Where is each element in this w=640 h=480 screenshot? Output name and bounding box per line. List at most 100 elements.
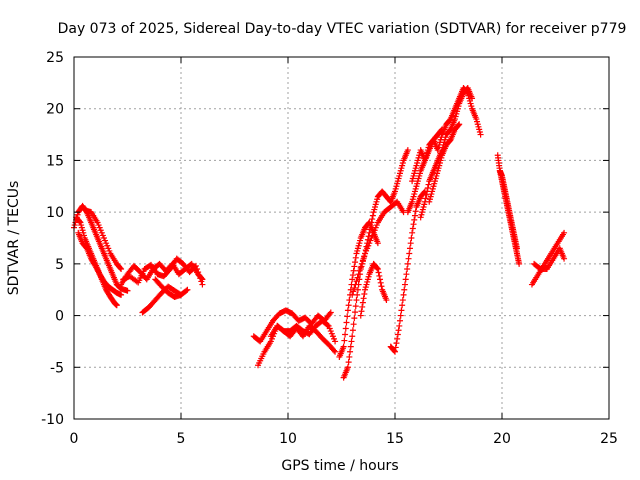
data-point xyxy=(183,287,190,294)
data-point xyxy=(184,286,191,293)
data-point xyxy=(359,303,366,310)
data-point xyxy=(343,319,350,326)
series-arc-15 xyxy=(357,260,390,319)
y-tick-label: -5 xyxy=(50,360,64,376)
data-point xyxy=(369,216,376,223)
data-point xyxy=(516,260,523,267)
data-point xyxy=(396,322,403,329)
data-point xyxy=(377,276,384,283)
data-point xyxy=(352,281,359,288)
data-point xyxy=(347,348,354,355)
data-point xyxy=(349,327,356,334)
data-point xyxy=(352,254,359,261)
data-point xyxy=(391,347,398,354)
data-point xyxy=(324,322,331,329)
data-point xyxy=(352,259,359,266)
y-axis-label: SDTVAR / TECUs xyxy=(6,181,22,296)
chart-title: Day 073 of 2025, Sidereal Day-to-day VTE… xyxy=(58,21,627,37)
data-point xyxy=(124,287,131,294)
data-point xyxy=(402,276,409,283)
data-point xyxy=(411,216,418,223)
data-point xyxy=(383,297,390,304)
y-tick-label: 20 xyxy=(46,102,64,118)
data-point xyxy=(394,331,401,338)
data-point xyxy=(350,267,357,274)
data-point xyxy=(332,348,339,355)
data-point xyxy=(345,302,352,309)
data-point xyxy=(350,288,357,295)
data-point xyxy=(361,291,368,298)
data-point xyxy=(354,286,361,293)
data-point xyxy=(198,278,205,285)
series-arc-4 xyxy=(81,207,125,273)
data-point xyxy=(332,338,339,345)
series-arc-8 xyxy=(152,276,191,300)
data-point xyxy=(349,276,356,283)
data-point xyxy=(399,302,406,309)
data-point xyxy=(403,271,410,278)
data-point xyxy=(561,255,568,262)
series-arc-2 xyxy=(73,214,120,309)
data-point xyxy=(197,275,204,282)
data-point xyxy=(346,353,353,360)
series-arc-22 xyxy=(496,167,520,252)
y-tick-label: -10 xyxy=(41,412,64,428)
data-point xyxy=(352,303,359,310)
data-point xyxy=(353,297,360,304)
data-point xyxy=(409,225,416,232)
data-point xyxy=(355,271,362,278)
series-arc-16 xyxy=(387,188,428,355)
data-point xyxy=(351,284,358,291)
data-point xyxy=(327,309,334,316)
y-tick-label: 0 xyxy=(55,309,64,325)
data-point xyxy=(349,333,356,340)
data-point xyxy=(398,307,405,314)
data-point xyxy=(425,181,432,188)
data-point xyxy=(423,191,430,198)
data-point xyxy=(353,278,360,285)
data-point xyxy=(376,272,383,279)
data-point xyxy=(401,286,408,293)
x-tick-label: 10 xyxy=(279,431,297,447)
data-point xyxy=(392,348,398,355)
series-arc-24 xyxy=(531,245,568,273)
data-point xyxy=(344,313,351,320)
x-axis-label: GPS time / hours xyxy=(281,458,398,474)
data-point xyxy=(344,307,351,314)
data-point xyxy=(360,295,367,302)
data-point xyxy=(392,344,399,351)
data-point xyxy=(396,317,403,324)
data-point xyxy=(346,297,353,304)
data-point xyxy=(409,229,416,236)
data-point xyxy=(408,235,415,241)
data-point xyxy=(341,337,348,344)
data-point xyxy=(351,315,358,322)
x-tick-label: 0 xyxy=(70,431,79,447)
data-point xyxy=(326,310,333,317)
y-tick-label: 5 xyxy=(55,257,64,273)
data-point xyxy=(455,122,462,129)
data-point xyxy=(342,325,349,332)
series-arc-3 xyxy=(75,229,125,298)
data-point xyxy=(424,185,431,192)
y-tick-label: 15 xyxy=(46,153,64,169)
data-point xyxy=(400,291,407,298)
data-point xyxy=(397,312,404,319)
data-point xyxy=(477,131,484,138)
data-point xyxy=(350,321,357,328)
data-point xyxy=(394,335,401,342)
data-point xyxy=(195,269,202,276)
data-point xyxy=(118,291,125,298)
series-arc-20 xyxy=(426,121,463,205)
x-tick-label: 5 xyxy=(177,431,186,447)
data-point xyxy=(407,240,414,247)
data-point xyxy=(331,347,338,354)
data-point xyxy=(378,283,385,290)
data-point xyxy=(360,253,367,260)
data-point xyxy=(192,262,199,269)
data-point xyxy=(118,266,125,273)
data-point xyxy=(375,269,382,276)
y-tick-label: 10 xyxy=(46,205,64,221)
data-point xyxy=(561,229,568,236)
series-arc-14 xyxy=(349,198,407,298)
